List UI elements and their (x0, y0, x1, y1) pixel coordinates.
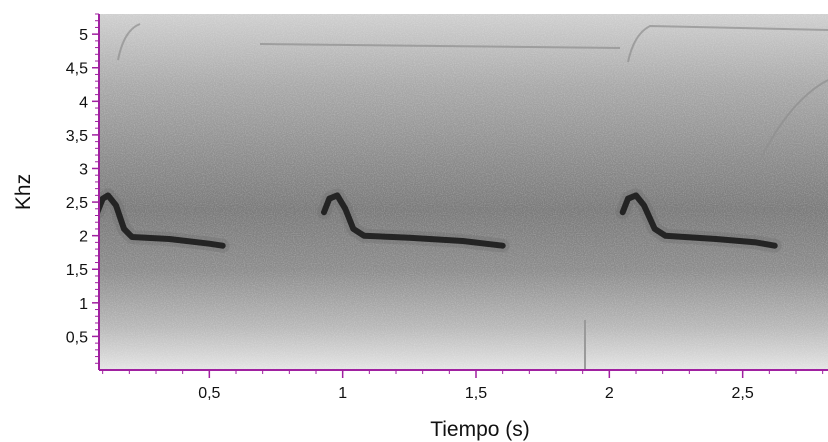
y-tick-label: 0,5 (66, 329, 88, 346)
y-tick-label: 4 (79, 94, 88, 111)
y-axis-ticks: 0,5 1 1,5 2 2,5 3 3,5 4 4,5 5 (66, 13, 99, 364)
x-axis-title: Tiempo (s) (430, 418, 530, 441)
call-trace-1 (100, 192, 226, 249)
spectrogram-image (100, 14, 828, 370)
y-tick-label: 1,5 (66, 262, 88, 279)
y-axis-title: Khz (12, 174, 35, 210)
y-tick-label: 5 (79, 27, 88, 44)
x-tick-label: 2 (605, 385, 614, 402)
y-tick-label: 2,5 (66, 195, 88, 212)
y-tick-label: 3,5 (66, 128, 88, 145)
y-tick-label: 2 (79, 229, 88, 246)
y-tick-label: 1 (79, 296, 88, 313)
y-tick-label: 4,5 (66, 61, 88, 78)
x-tick-label: 0,5 (198, 385, 220, 402)
faint-upper-traces (117, 23, 828, 161)
x-tick-label: 2,5 (732, 385, 754, 402)
x-axis-ticks: 0,5 1 1,5 2 2,5 (102, 370, 824, 402)
y-tick-label: 3 (79, 161, 88, 178)
call-traces (100, 188, 782, 253)
x-tick-label: 1 (338, 385, 347, 402)
call-trace-2 (321, 192, 506, 249)
x-tick-label: 1,5 (465, 385, 487, 402)
call-trace-3 (619, 192, 778, 249)
